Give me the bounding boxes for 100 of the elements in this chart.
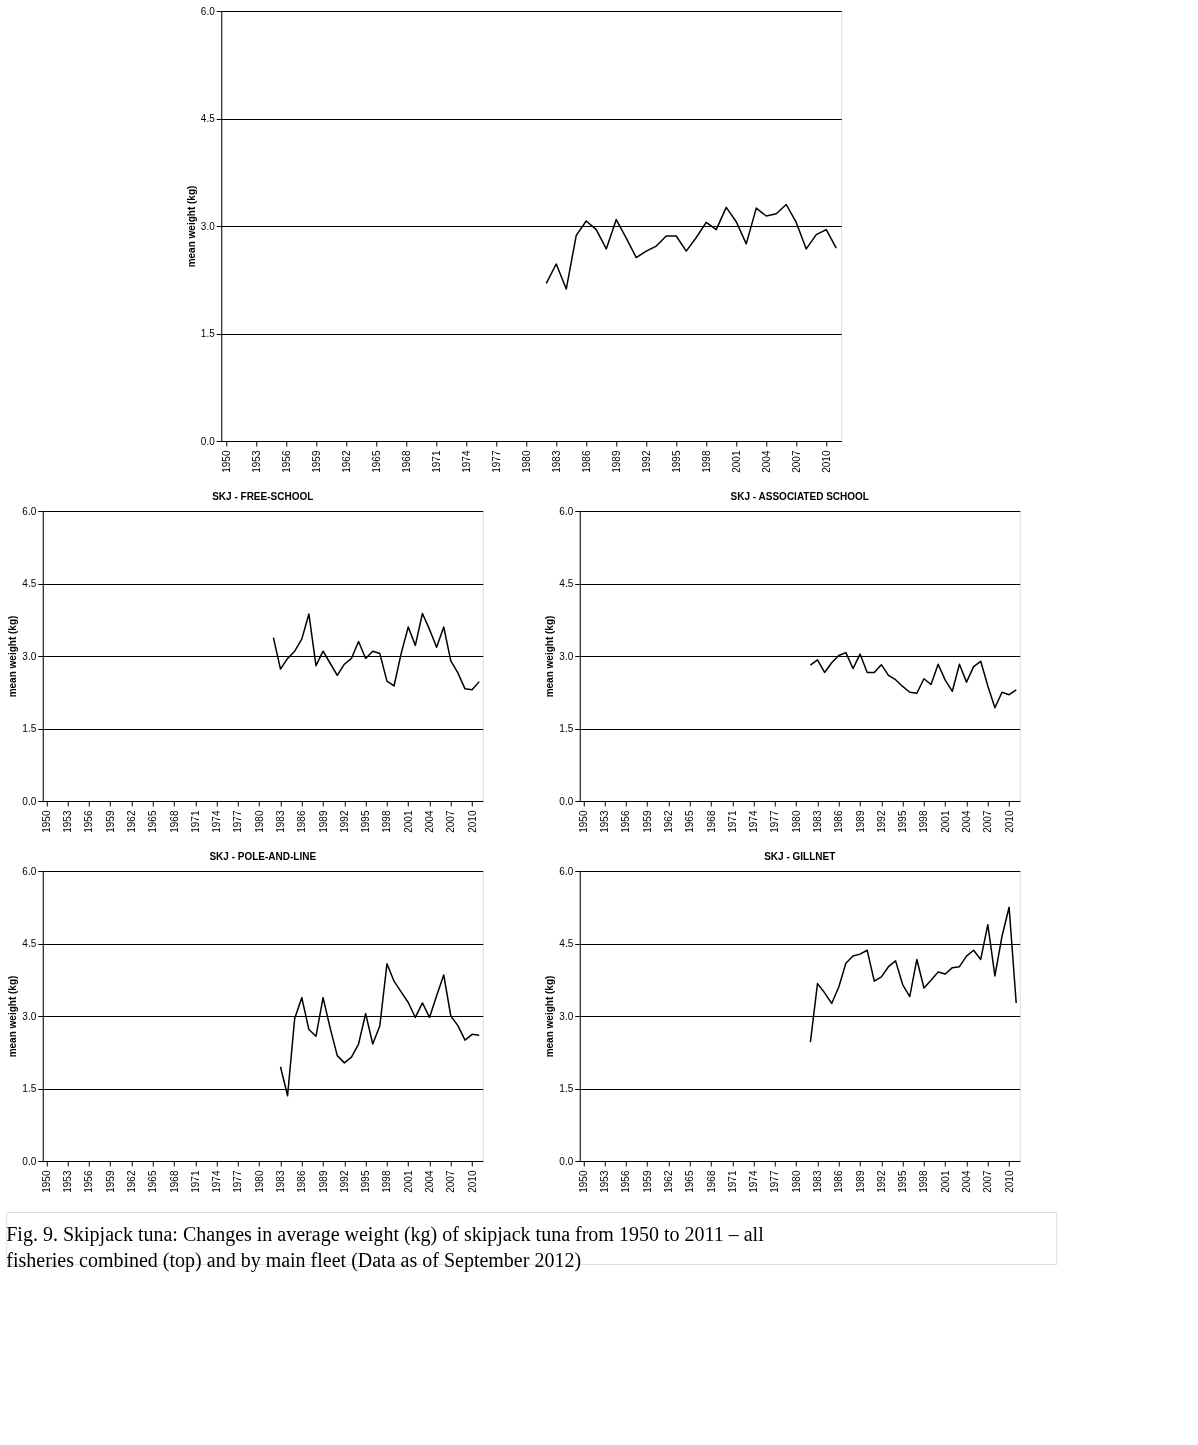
x-tick-label: 1977 — [490, 450, 502, 473]
x-tick-label: 2010 — [466, 1170, 478, 1193]
x-tick-label: 1986 — [296, 1170, 308, 1193]
y-tick-label: 4.5 — [200, 113, 216, 124]
x-tick-label: 1995 — [360, 810, 372, 833]
x-tick-label: 1983 — [550, 450, 562, 473]
y-axis-title: mean weight (kg) — [7, 615, 19, 698]
x-tick-label: 1992 — [338, 1170, 350, 1193]
y-axis-title: mean weight (kg) — [7, 975, 19, 1058]
x-tick-label: 1956 — [620, 1170, 632, 1193]
x-tick-label: 1962 — [340, 450, 352, 473]
y-tick-label: 6.0 — [22, 505, 37, 517]
y-tick-label: 4.5 — [22, 938, 37, 949]
y-tick-label: 0.0 — [22, 795, 37, 807]
x-tick-label: 2001 — [939, 1170, 951, 1193]
x-tick-label: 1971 — [726, 1170, 738, 1193]
x-tick-label: 2004 — [961, 1170, 973, 1193]
y-tick-label: 6.0 — [22, 865, 37, 877]
x-tick-label: 1974 — [748, 810, 760, 833]
x-tick-label: 1953 — [62, 1170, 74, 1193]
x-tick-label: 2001 — [402, 810, 414, 833]
x-tick-label: 1959 — [104, 810, 116, 833]
x-tick-label: 1989 — [854, 1170, 866, 1193]
chart-title: SKJ - ASSOCIATED SCHOOL — [730, 491, 869, 502]
x-tick-label: 1983 — [811, 1170, 823, 1193]
x-tick-label: 1950 — [40, 1170, 52, 1193]
x-tick-label: 1953 — [250, 450, 262, 473]
y-tick-label: 1.5 — [559, 723, 574, 734]
x-tick-label: 1959 — [310, 450, 322, 473]
x-tick-label: 1950 — [40, 810, 52, 833]
x-tick-label: 2010 — [820, 450, 832, 473]
x-tick-label: 1965 — [370, 450, 382, 473]
x-tick-label: 1980 — [520, 450, 532, 473]
x-tick-label: 1989 — [854, 810, 866, 833]
x-tick-label: 2007 — [982, 810, 994, 833]
x-tick-label: 1959 — [641, 810, 653, 833]
x-tick-label: 2007 — [445, 1170, 457, 1193]
x-tick-label: 2007 — [982, 1170, 994, 1193]
x-tick-label: 1995 — [897, 1170, 909, 1193]
x-tick-label: 1980 — [790, 810, 802, 833]
x-tick-label: 1980 — [253, 1170, 265, 1193]
x-tick-label: 1998 — [381, 810, 393, 833]
x-tick-label: 1983 — [274, 1170, 286, 1193]
y-tick-label: 0.0 — [22, 1155, 37, 1167]
x-tick-label: 1995 — [897, 810, 909, 833]
x-tick-label: 1965 — [147, 1170, 159, 1193]
x-tick-label: 1968 — [705, 810, 717, 833]
x-tick-label: 1998 — [918, 810, 930, 833]
x-tick-label: 1950 — [577, 1170, 589, 1193]
x-tick-label: 1980 — [253, 810, 265, 833]
x-tick-label: 1956 — [620, 810, 632, 833]
x-tick-label: 1953 — [599, 1170, 611, 1193]
x-tick-label: 1974 — [211, 810, 223, 833]
y-axis-title: mean weight (kg) — [544, 615, 556, 698]
x-tick-label: 1950 — [577, 810, 589, 833]
y-tick-label: 3.0 — [559, 650, 574, 662]
x-tick-label: 2010 — [466, 810, 478, 833]
x-tick-label: 2004 — [424, 810, 436, 833]
chart-title: SKJ - POLE-AND-LINE — [209, 851, 317, 862]
x-tick-label: 1953 — [62, 810, 74, 833]
x-tick-label: 2001 — [730, 450, 742, 473]
x-tick-label: 2001 — [402, 1170, 414, 1193]
y-tick-label: 4.5 — [559, 938, 574, 949]
y-tick-label: 3.0 — [22, 650, 37, 662]
y-tick-label: 1.5 — [22, 1083, 37, 1094]
x-tick-label: 1968 — [168, 810, 180, 833]
y-tick-label: 6.0 — [559, 505, 574, 517]
x-tick-label: 1986 — [833, 810, 845, 833]
x-tick-label: 1989 — [317, 1170, 329, 1193]
caption: Fig. 9. Skipjack tuna: Changes in average weight (kg) of skipjack tuna from 1950 to 2011 – all fisheries combined (top) and by main fleet (Data as of September 2012) — [6, 1223, 765, 1272]
x-tick-label: 1965 — [684, 1170, 696, 1193]
x-tick-label: 1989 — [610, 450, 622, 473]
x-tick-label: 1980 — [790, 1170, 802, 1193]
x-tick-label: 2004 — [961, 810, 973, 833]
x-tick-label: 2010 — [1003, 810, 1015, 833]
x-tick-label: 1956 — [83, 1170, 95, 1193]
x-tick-label: 1962 — [125, 1170, 137, 1193]
y-axis-title: mean weight (kg) — [544, 975, 556, 1058]
y-tick-label: 1.5 — [22, 723, 37, 734]
chart-title: SKJ - GILLNET — [764, 851, 836, 862]
x-tick-label: 1974 — [748, 1170, 760, 1193]
y-tick-label: 0.0 — [559, 795, 574, 807]
x-tick-label: 1959 — [641, 1170, 653, 1193]
x-tick-label: 1968 — [705, 1170, 717, 1193]
y-tick-label: 3.0 — [22, 1010, 37, 1022]
x-tick-label: 1995 — [670, 450, 682, 473]
x-tick-label: 1998 — [700, 450, 712, 473]
x-tick-label: 1953 — [599, 810, 611, 833]
x-tick-label: 2007 — [790, 450, 802, 473]
y-tick-label: 4.5 — [559, 578, 574, 589]
x-tick-label: 1986 — [296, 810, 308, 833]
y-tick-label: 0.0 — [200, 435, 216, 447]
x-tick-label: 1995 — [360, 1170, 372, 1193]
x-tick-label: 1974 — [460, 450, 472, 473]
x-tick-label: 1965 — [684, 810, 696, 833]
x-tick-label: 1968 — [168, 1170, 180, 1193]
y-tick-label: 6.0 — [559, 865, 574, 877]
x-tick-label: 1956 — [83, 810, 95, 833]
x-tick-label: 1950 — [220, 450, 232, 473]
x-tick-label: 2001 — [939, 810, 951, 833]
